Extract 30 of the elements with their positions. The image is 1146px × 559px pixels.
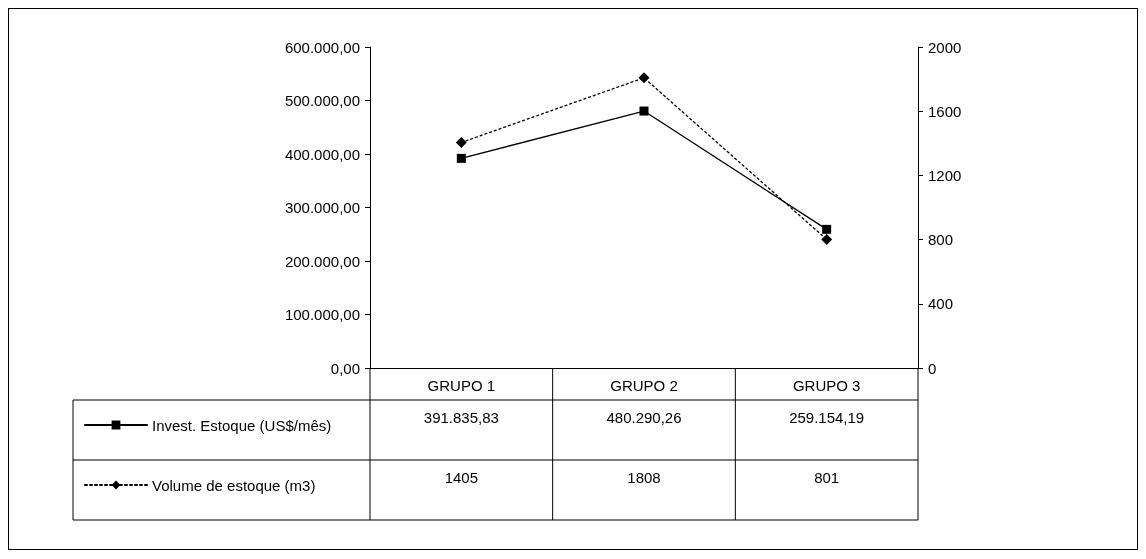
y2-tick-label: 800 — [928, 231, 954, 249]
y2-tick-label: 2000 — [928, 38, 962, 56]
y-tick-label: 100.000,00 — [284, 306, 360, 323]
data-label: 391.835,83 — [423, 408, 499, 426]
data-label: 480.290,26 — [606, 408, 682, 426]
x-tick-label: GRUPO 2 — [610, 377, 678, 394]
data-label: 801 — [814, 468, 840, 486]
y-tick-label: 300.000,00 — [284, 199, 360, 216]
point — [822, 224, 832, 234]
legend-label: Invest. Estoque (US$/mês) — [152, 416, 332, 434]
y-tick-label: 600.000,00 — [284, 38, 360, 56]
y2-tick-label: 1600 — [928, 102, 962, 120]
data-label: 259.154,19 — [789, 408, 865, 426]
x-tick-label: GRUPO 3 — [792, 377, 861, 394]
point — [455, 137, 467, 148]
y-tick-label: 500.000,00 — [284, 92, 360, 109]
y-tick-label: 200.000,00 — [284, 252, 360, 270]
point — [638, 72, 650, 84]
point — [639, 106, 649, 116]
data-label: 1405 — [444, 468, 479, 486]
point — [456, 153, 466, 163]
x-tick-label: GRUPO 1 — [427, 377, 496, 394]
y2-tick-label: 1200 — [928, 166, 962, 184]
data-label: 1808 — [627, 468, 661, 486]
y2-tick-label: 400 — [928, 295, 954, 313]
y2-tick-label: 0 — [928, 359, 937, 377]
y-tick-label: 0,00 — [330, 359, 360, 377]
point — [821, 233, 833, 245]
legend-label: Volume de estoque (m3) — [152, 476, 316, 494]
y-tick-label: 400.000,00 — [284, 145, 360, 163]
